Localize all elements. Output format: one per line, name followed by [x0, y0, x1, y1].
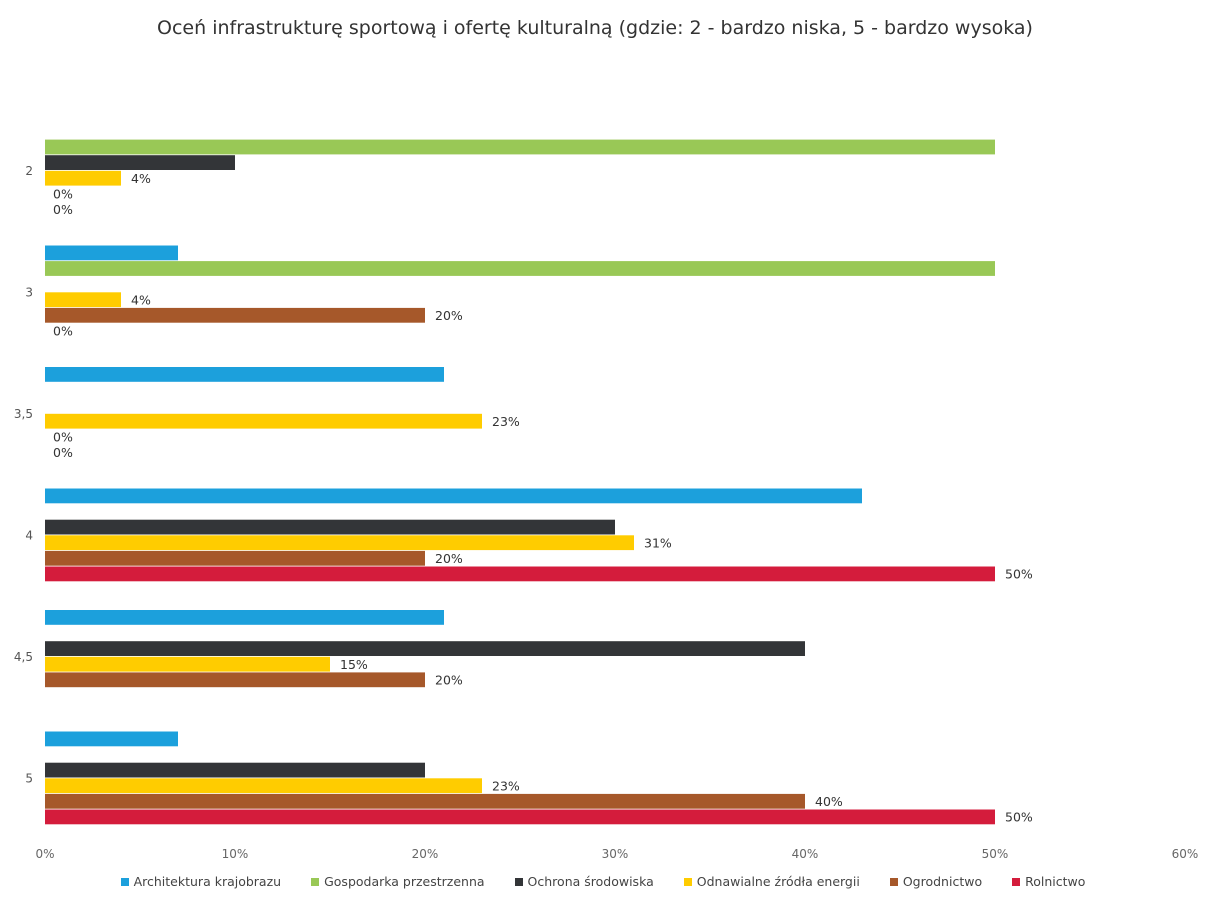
bar-rolnictwo [45, 809, 995, 825]
x-tick-label: 30% [602, 847, 629, 861]
legend-swatch [514, 877, 523, 886]
bar-architektura-krajobrazu [45, 367, 444, 382]
legend: Architektura krajobrazu Gospodarka przest… [0, 874, 1206, 889]
data-label: 40% [815, 794, 843, 809]
legend-swatch [683, 877, 692, 886]
bar-ogrodnictwo [45, 307, 425, 323]
data-label: 20% [435, 672, 463, 687]
bar-architektura-krajobrazu [45, 610, 444, 625]
y-tick-label: 4 [25, 529, 33, 543]
chart-title: Oceń infrastrukturę sportową i ofertę ku… [157, 17, 1033, 39]
data-label: 4% [131, 171, 151, 186]
data-label: 0% [53, 186, 73, 201]
data-label: 20% [435, 308, 463, 323]
legend-label: Ochrona środowiska [527, 874, 654, 889]
legend-label: Architektura krajobrazu [133, 874, 282, 889]
data-label: 0% [53, 429, 73, 444]
bar-odnawialne-źródła-energii [45, 656, 330, 672]
bar-gospodarka-przestrzenna [45, 261, 995, 276]
y-tick-label: 3 [25, 286, 33, 300]
data-label: 0% [53, 324, 73, 339]
bar-ochrona-środowiska [45, 155, 235, 170]
data-label: 4% [131, 292, 151, 307]
bar-architektura-krajobrazu [45, 731, 178, 747]
x-tick-label: 0% [35, 847, 54, 861]
bar-ogrodnictwo [45, 550, 425, 566]
bar-odnawialne-źródła-energii [45, 292, 121, 308]
legend-item: Ochrona środowiska [514, 874, 654, 889]
bar-architektura-krajobrazu [45, 245, 178, 261]
data-label: 31% [644, 535, 672, 550]
x-tick-label: 10% [222, 847, 249, 861]
bar-odnawialne-źródła-energii [45, 778, 482, 794]
legend-swatch [889, 877, 898, 886]
data-label: 23% [492, 778, 520, 793]
bar-ochrona-środowiska [45, 519, 615, 535]
bar-ochrona-środowiska [45, 762, 425, 778]
data-label: 20% [435, 551, 463, 566]
data-label: 50% [1005, 810, 1033, 825]
legend-item: Architektura krajobrazu [120, 874, 282, 889]
y-tick-label: 3,5 [14, 407, 33, 421]
x-tick-label: 60% [1172, 847, 1199, 861]
bar-ogrodnictwo [45, 672, 425, 688]
legend-label: Gospodarka przestrzenna [324, 874, 485, 889]
bar-ochrona-środowiska [45, 641, 805, 656]
data-label: 0% [53, 445, 73, 460]
bar-odnawialne-źródła-energii [45, 170, 121, 186]
legend-swatch [1012, 877, 1021, 886]
data-label: 50% [1005, 567, 1033, 582]
legend-item: Gospodarka przestrzenna [311, 874, 485, 889]
legend-swatch [120, 877, 129, 886]
legend-label: Ogrodnictwo [902, 874, 983, 889]
bar-odnawialne-źródła-energii [45, 535, 634, 551]
legend-item: Odnawialne źródła energii [683, 874, 860, 889]
bar-architektura-krajobrazu [45, 488, 862, 504]
x-tick-label: 40% [792, 847, 819, 861]
legend-swatch [311, 877, 320, 886]
y-tick-label: 4,5 [14, 650, 33, 664]
bar-gospodarka-przestrzenna [45, 139, 995, 155]
legend-item: Rolnictwo [1012, 874, 1085, 889]
legend-item: Ogrodnictwo [889, 874, 983, 889]
bar-rolnictwo [45, 566, 995, 582]
data-label: 23% [492, 414, 520, 429]
y-tick-label: 5 [25, 772, 33, 786]
bar-ogrodnictwo [45, 793, 805, 809]
y-tick-label: 2 [25, 164, 33, 178]
bar-odnawialne-źródła-energii [45, 413, 482, 429]
legend-label: Odnawialne źródła energii [696, 874, 860, 889]
data-label: 0% [53, 202, 73, 217]
data-label: 15% [340, 657, 368, 672]
x-tick-label: 50% [982, 847, 1009, 861]
legend-label: Rolnictwo [1025, 874, 1086, 889]
x-tick-label: 20% [412, 847, 439, 861]
